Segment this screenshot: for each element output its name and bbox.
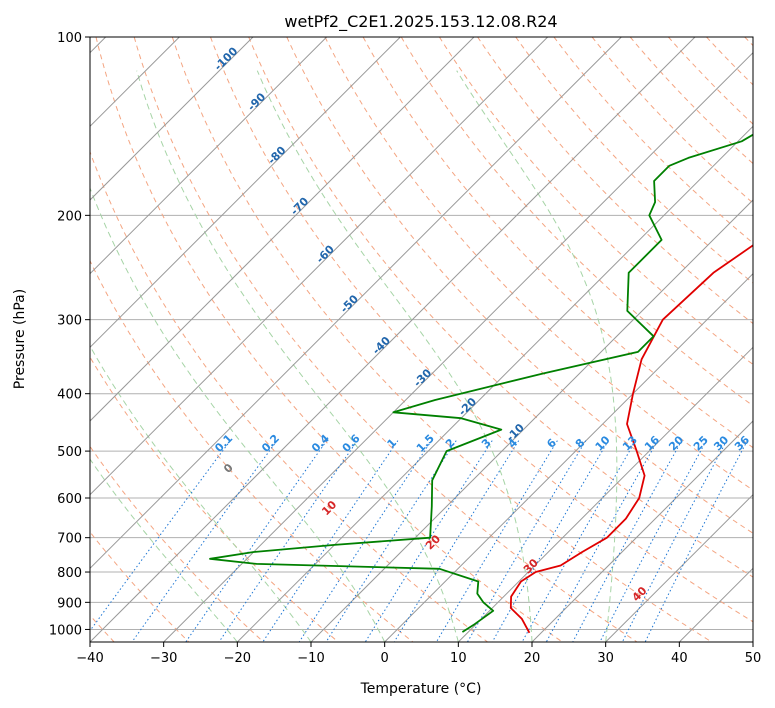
mixing-ratio-line	[298, 440, 432, 642]
mixing-ratio-line	[644, 440, 748, 642]
mixing-ratio-line	[435, 440, 558, 642]
isotherm-line	[90, 37, 549, 496]
y-tick-label: 700	[57, 532, 82, 547]
x-tick-label: −40	[76, 651, 103, 666]
isotherm-line	[90, 37, 254, 201]
mixing-ratio-line	[545, 440, 659, 642]
x-tick-label: −30	[150, 651, 177, 666]
x-axis-label: Temperature (°C)	[360, 681, 482, 697]
dry-adiabat-line	[591, 37, 753, 204]
isotherm-line	[384, 272, 753, 642]
dry-adiabat-line	[477, 37, 753, 325]
y-tick-label: 300	[57, 314, 82, 329]
dry-adiabat-line	[629, 37, 753, 165]
x-tick-label: 30	[597, 651, 614, 666]
moist-adiabat-line	[90, 186, 386, 642]
x-tick-label: 20	[524, 651, 541, 666]
isotherm-line	[90, 37, 696, 642]
x-tick-label: −20	[224, 651, 251, 666]
y-tick-label: 1000	[49, 623, 82, 638]
isotherm-line	[457, 346, 753, 642]
y-tick-label: 600	[57, 492, 82, 507]
mixing-ratio-line	[90, 440, 231, 632]
dry-adiabat-line	[90, 531, 190, 642]
x-tick-label: 0	[381, 651, 389, 666]
dry-adiabat-line	[210, 37, 753, 623]
y-tick-label: 400	[57, 388, 82, 403]
dry-adiabat-line	[90, 259, 414, 642]
y-tick-label: 900	[57, 596, 82, 611]
y-tick-label: 200	[57, 209, 82, 224]
dry-adiabat-line	[248, 37, 753, 578]
mixing-ratio-line	[467, 440, 587, 642]
y-tick-label: 800	[57, 566, 82, 581]
mixing-ratio-line	[218, 440, 358, 642]
axes: −40 −30 −20 −10 0 10 20 30 40 50 100 200 300 400 500 60…	[49, 31, 761, 666]
dry-adiabat-line	[515, 37, 753, 284]
moist-adiabat-line	[90, 458, 238, 642]
isotherm-line	[531, 420, 753, 642]
dry-adiabat-line	[133, 37, 638, 642]
dry-adiabat-line	[362, 37, 753, 449]
isotherm-line	[90, 37, 328, 275]
dry-adiabat-line	[171, 37, 712, 642]
isotherm-line	[90, 37, 622, 570]
dry-adiabat-line	[438, 37, 753, 366]
isotherm-line	[236, 125, 753, 642]
mixing-ratio-line	[262, 440, 399, 642]
mixing-ratio-line	[621, 440, 728, 642]
isotherm-line	[310, 199, 753, 642]
mixing-ratio-line	[491, 440, 609, 642]
isotherm-line	[163, 51, 753, 642]
x-tick-label: 50	[745, 651, 762, 666]
moist-adiabat-line	[90, 345, 312, 642]
dewpoint-profile-line	[209, 133, 753, 633]
mixing-ratio-line	[521, 440, 637, 642]
y-tick-label: 100	[57, 31, 82, 46]
x-tick-label: −10	[297, 651, 324, 666]
x-tick-label: 10	[450, 651, 467, 666]
mixing-ratio-line	[185, 440, 328, 642]
plot-frame	[89, 36, 754, 643]
mixing-ratio-line	[131, 440, 278, 642]
isotherm-line	[90, 37, 401, 349]
x-tick-label: 40	[671, 651, 688, 666]
y-tick-label: 500	[57, 445, 82, 460]
moist-adiabat-line	[456, 70, 618, 642]
isotherm-line	[90, 37, 475, 422]
chart-title: wetPf2_C2E1.2025.153.12.08.R24	[284, 12, 557, 32]
dry-adiabat-line	[95, 37, 563, 642]
plot-area: -100-90-80-70-60-50-40-30-20-100.1 0.2 0.4…	[90, 37, 753, 642]
dry-adiabat-line	[90, 445, 264, 642]
temperature-profile-line	[509, 244, 753, 634]
moist-adiabat-line	[256, 70, 533, 642]
moist-adiabat-line	[136, 70, 459, 642]
isotherm-line	[605, 493, 753, 642]
y-axis-label: Pressure (hPa)	[12, 289, 28, 389]
dry-adiabat-line	[400, 37, 753, 407]
